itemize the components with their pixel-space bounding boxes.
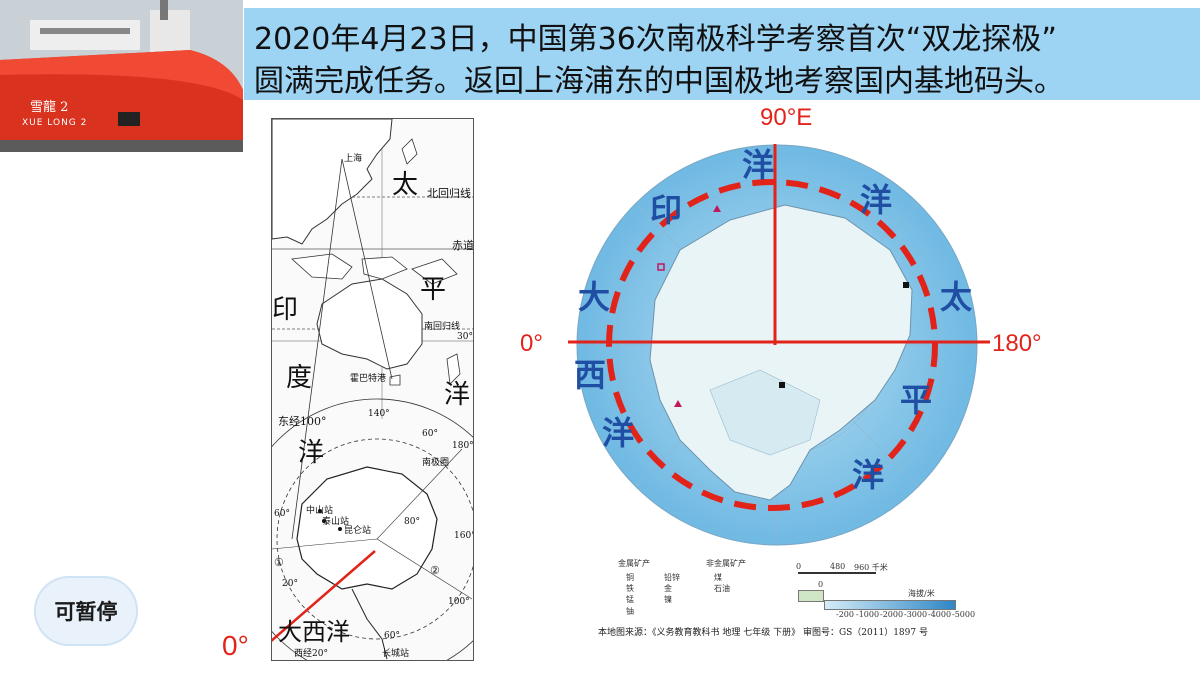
left-zero-label: 0° [222,630,249,661]
legend-land-swatch [798,590,824,602]
label-0: 0° [520,330,543,357]
map-legend: 金属矿产 铜 铅锌 铁 金 锰 镍 铀 非金属矿产 煤 石油 0 480 960… [618,558,978,638]
label-north-tropic: 北回归线 [427,187,471,200]
legend-scale-480: 480 [830,562,846,571]
legend-nickel: 镍 [664,595,672,604]
legend-d0: 0 [818,580,824,589]
label-antarctic-circle: 南极圈 [422,458,450,468]
legend-oil: 石油 [714,584,730,593]
label-zhongshan: 中山站 [306,506,334,516]
title-line-2: 圆满完成任务。返回上海浦东的中国极地考察国内基地码头。 [254,64,1064,99]
label-tai: 太 [392,170,419,200]
legend-d5000: -5000 [952,610,976,619]
label-lon140: 140° [368,409,390,419]
route-map: 上海 太 北回归线 赤道 平 印 南回归线 30° 度 霍巴特港 洋 140° … [271,118,474,661]
legend-leadzinc: 铅锌 [664,573,680,582]
legend-scale-0: 0 [796,562,802,571]
label-atlantic: 大西洋 [278,618,350,646]
ship-caption: XUE LONG 2 [22,118,88,128]
pause-button[interactable]: 可暂停 [34,576,138,646]
legend-metal-title: 金属矿产 [618,559,650,568]
label-west20: 西经20° [294,649,328,659]
label-greatwall: 长城站 [382,649,410,659]
label-shanghai: 上海 [344,154,363,164]
pacific-ocean-char-3b: 洋 [852,456,885,494]
label-kunlun: 昆仑站 [344,526,372,536]
label-lat80: 80° [404,517,420,527]
legend-depth-swatch [824,600,956,610]
indian-ocean-char-2: 印 [650,191,683,229]
pacific-ocean-char-1: 太 [940,278,973,316]
title-line-1: 2020年4月23日，中国第36次南极科学考察首次“双龙探极” [254,22,1057,57]
map-source: 本地图来源：《义务教育教科书 地理 七年级 下册》 审图号：GS（2011）18… [598,628,928,638]
ship-photo: 雪龍 2 XUE LONG 2 [0,0,243,152]
label-east100: 东经100° [278,415,327,428]
legend-d3000: -3000 [904,610,928,619]
label-south-tropic: 南回归线 [424,322,461,332]
ship-name: 雪龍 2 [30,100,69,115]
atlantic-ocean-char-2: 西 [574,356,607,394]
pacific-ocean-char-3: 洋 [860,181,893,219]
atlantic-ocean-char-1: 大 [578,278,611,316]
legend-nonmetal-title: 非金属矿产 [706,559,746,568]
label-ping: 平 [420,275,447,305]
pacific-ocean-char-2: 平 [900,381,933,419]
legend-gold: 金 [664,584,672,593]
label-lat60: 60° [422,429,438,439]
antarctica-map: 90°E 0° 180° 洋 印 洋 太 平 洋 大 西 洋 [520,100,1200,660]
label-lat60-left: 60° [274,509,290,519]
label-equator: 赤道 [452,239,474,252]
route-map-drawing [272,119,473,660]
label-taishan: 泰山站 [322,517,350,527]
legend-scale-960: 960 千米 [854,563,888,572]
legend-d1000: -1000 [856,610,880,619]
legend-d2000: -2000 [880,610,904,619]
label-route1: ① [274,556,284,569]
label-lon60: 60° [384,631,400,641]
label-180: 180° [992,330,1042,357]
label-du: 度 [286,363,313,393]
legend-uranium: 铀 [626,607,634,616]
legend-depth-title: 海拔/米 [908,589,935,598]
legend-iron: 铁 [626,584,634,593]
legend-coal: 煤 [714,573,722,582]
label-90e: 90°E [760,104,813,131]
label-route2: ② [430,564,440,577]
title-box: 2020年4月23日，中国第36次南极科学考察首次“双龙探极” 圆满完成任务。返… [244,8,1200,100]
indian-ocean-char-1: 洋 [742,146,775,184]
label-hobart: 霍巴特港 [350,374,387,384]
legend-scale-bar [798,572,876,574]
legend-d200: -200 [836,610,854,619]
label-lon20: 20° [282,579,298,589]
label-yang-pacific: 洋 [444,380,471,410]
legend-d4000: -4000 [928,610,952,619]
atlantic-ocean-char-3: 洋 [602,414,635,452]
label-lat30: 30° [457,332,473,342]
antarctica-drawing [568,144,990,546]
label-lon100: 100° [448,597,470,607]
label-yang-indian: 洋 [298,438,325,468]
label-lon160: 160° [454,531,474,541]
label-yin: 印 [272,295,299,325]
legend-manganese: 锰 [626,595,634,604]
label-lon180: 180° [452,441,474,451]
legend-copper: 铜 [626,573,634,582]
